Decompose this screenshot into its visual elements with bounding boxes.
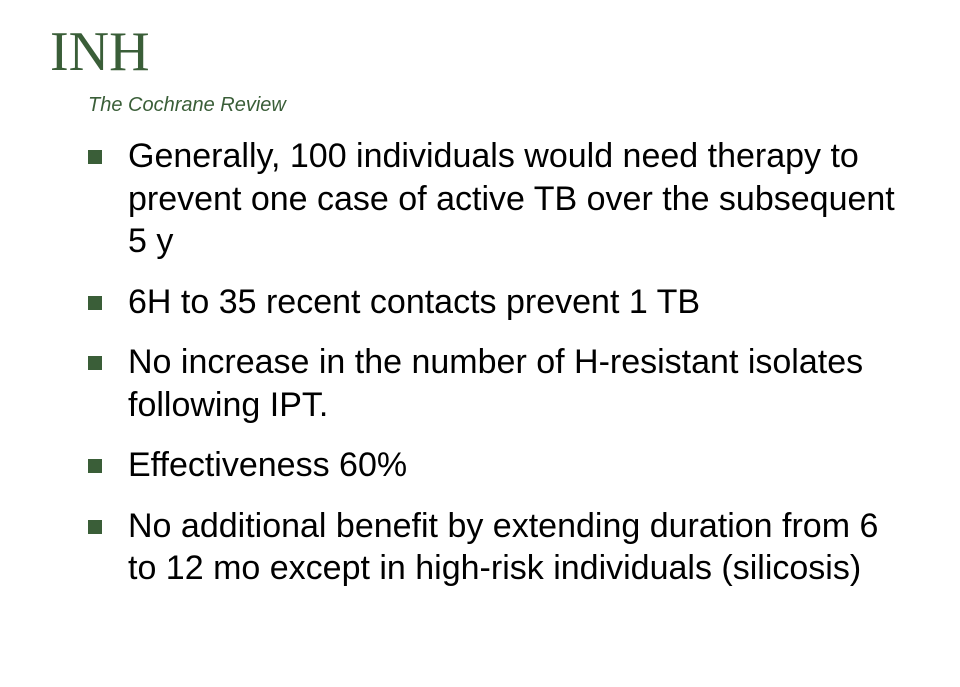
bullet-list: Generally, 100 individuals would need th… <box>88 135 900 590</box>
slide-title: INH <box>50 20 900 84</box>
bullet-item: Generally, 100 individuals would need th… <box>88 135 900 263</box>
bullet-item: Effectiveness 60% <box>88 444 900 487</box>
bullet-item: 6H to 35 recent contacts prevent 1 TB <box>88 281 900 324</box>
slide: INH The Cochrane Review Generally, 100 i… <box>0 0 960 687</box>
slide-subtitle: The Cochrane Review <box>88 94 900 117</box>
bullet-item: No additional benefit by extending durat… <box>88 505 900 590</box>
bullet-item: No increase in the number of H-resistant… <box>88 341 900 426</box>
